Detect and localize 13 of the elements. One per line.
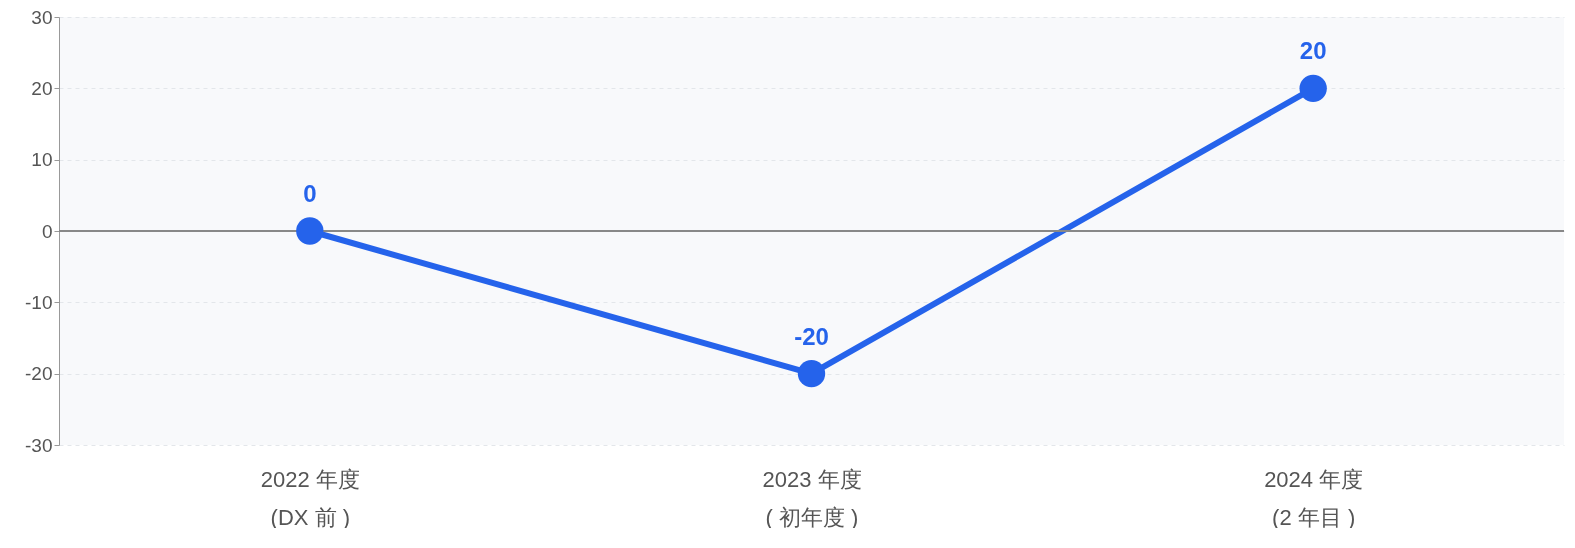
data-label: 20 <box>1299 37 1327 65</box>
data-label: 0 <box>303 180 317 207</box>
point <box>1299 74 1327 102</box>
y-tick-label: 0 <box>41 220 53 242</box>
data-label: -20 <box>794 322 829 350</box>
y-tick-label: 20 <box>31 77 53 99</box>
point <box>797 360 826 388</box>
y-tick-label: 30 <box>31 6 53 28</box>
y-tick-label: -10 <box>25 291 53 313</box>
y-tick-label: 10 <box>31 149 53 171</box>
y-tick-label: -20 <box>25 363 53 385</box>
point <box>296 217 324 245</box>
y-tick-label: -30 <box>25 434 53 456</box>
